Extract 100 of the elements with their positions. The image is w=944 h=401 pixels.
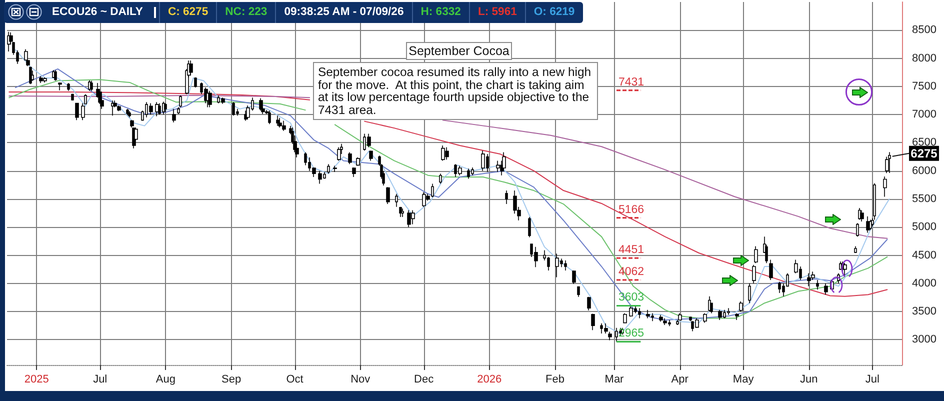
candlestick [348,152,352,164]
candlestick [778,281,781,294]
candlestick [869,219,872,230]
candlestick [591,313,595,331]
candlestick [659,314,663,322]
candlestick [259,98,263,112]
candlestick [695,318,699,328]
candlestick [528,216,531,238]
candlestick [587,296,591,311]
candlestick [843,262,847,278]
candlestick [854,246,857,254]
ref-line-label: 2965 [618,328,644,340]
candlestick [629,306,633,316]
candlestick [534,246,538,268]
x-tick-label: Oct [286,374,304,386]
candlestick [411,210,415,225]
y-tick-label: 8500 [912,24,936,36]
x-tick-label: Jul [865,374,880,386]
candlestick [318,170,322,184]
x-tick-label: Aug [156,374,176,386]
candlestick [172,108,176,123]
candlestick [278,118,282,128]
y-tick-label: 7000 [912,108,936,121]
annotation: L: 5961 [478,6,517,18]
candlestick [386,186,390,204]
candlestick [615,327,618,342]
candlestick [577,286,580,298]
candlestick [149,102,153,115]
candlestick [752,264,756,284]
y-tick-label: 5000 [912,221,936,234]
annotation: ECOU26 ~ DAILY [52,6,143,18]
x-tick-label: May [732,374,754,386]
x-tick-label: Sep [221,374,242,386]
y-tick-label: 4500 [912,249,936,262]
candlestick [856,222,859,238]
text: September Cocoa [406,42,512,60]
candlestick [883,176,887,198]
candlestick [407,210,411,228]
candlestick [54,70,57,82]
candlestick [352,167,356,178]
x-tick-label: 2026 [477,374,502,386]
candlestick [496,160,500,172]
candlestick [703,312,707,324]
candlestick [282,120,286,132]
y-tick-label: 7500 [912,80,936,92]
candlestick [481,150,485,172]
candlestick [75,102,79,121]
candlestick [128,110,131,118]
candlestick [663,318,667,326]
candlestick [31,70,34,82]
candlestick [754,246,758,264]
candlestick [333,165,337,172]
annotation: C: 6275 [168,6,208,18]
candlestick [90,80,93,92]
y-tick-label: 5500 [912,192,936,205]
candlestick [189,60,193,76]
y-tick-label: 3500 [912,306,936,318]
candlestick [43,77,47,83]
candlestick [177,106,180,114]
candlestick [155,102,159,117]
candlestick [395,194,398,208]
y-tick-label: 3000 [912,334,936,346]
candlestick [67,82,70,92]
candlestick [126,108,129,116]
candlestick [885,156,889,174]
candlestick [888,152,891,174]
candlestick [471,167,474,176]
ref-line-label: 4451 [618,244,644,256]
candlestick [604,322,608,334]
candlestick [369,150,373,162]
text: September cocoa resumed its rally into a new high for the move. At this point, the chart is taking aim at its low percentage fourth upside objective to the 7431 area. [313,62,598,120]
candlestick [367,133,371,148]
candlestick [860,210,864,222]
ref-line-label: 7431 [618,76,644,88]
annotation: NC: 223 [225,6,268,18]
candlestick [638,308,641,319]
candlestick [439,173,442,184]
candlestick [164,102,167,113]
candlestick [564,260,567,271]
candlestick [735,312,739,320]
candlestick [194,77,197,88]
candlestick [58,82,62,91]
annotation: H: 6332 [420,6,461,18]
candlestick [505,190,508,204]
candlestick [824,282,828,296]
candlestick [572,270,576,284]
candlestick [555,253,559,278]
y-tick-label: 6000 [912,164,936,177]
candlestick [458,165,462,176]
candlestick [39,76,43,84]
candlestick [221,97,225,104]
candlestick [399,206,402,218]
y-tick-label: 8000 [912,52,936,64]
candlestick [337,146,341,162]
candlestick [356,156,360,166]
candlestick [739,301,743,312]
x-tick-label: Dec [414,374,434,386]
candlestick [866,216,870,234]
candlestick [422,192,426,208]
annotation: 6275 [910,146,938,160]
